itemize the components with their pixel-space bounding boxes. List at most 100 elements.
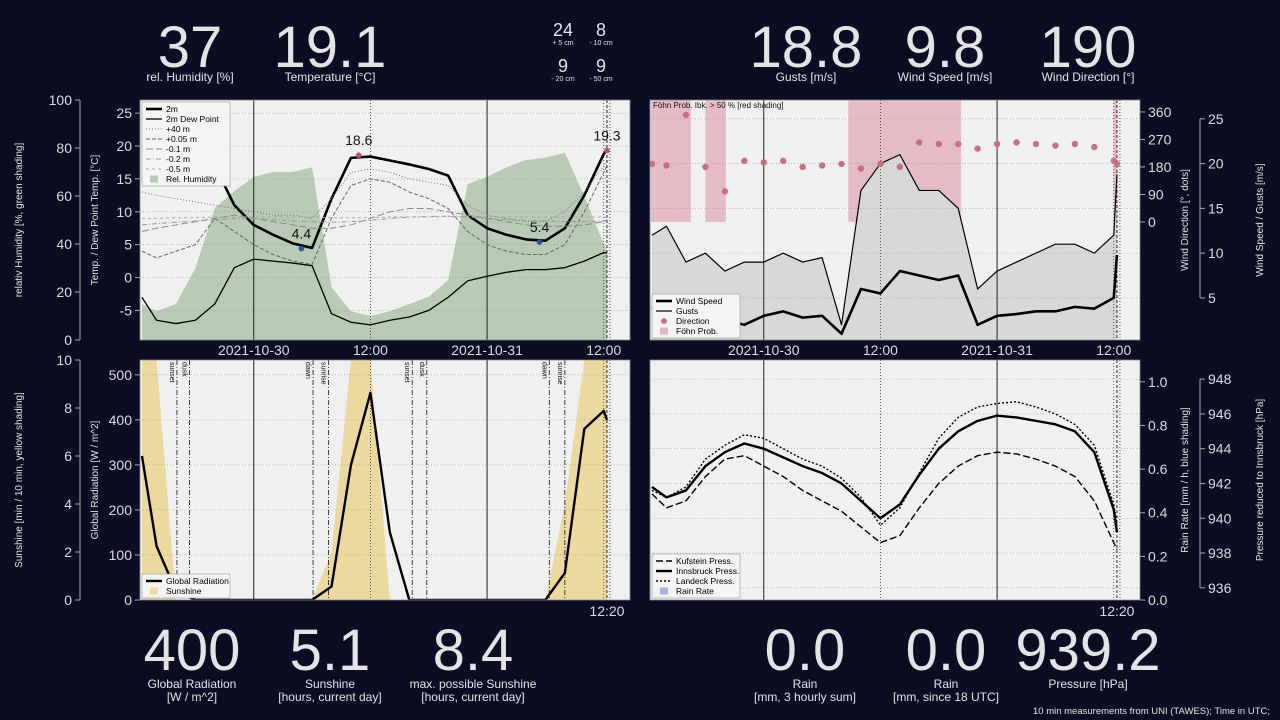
y-tick-label: 270	[1148, 131, 1172, 147]
direction-dot	[1091, 143, 1098, 151]
soil-label: - 20 cm	[551, 76, 575, 83]
event-label: dawn	[540, 362, 547, 379]
y-tick-label: 60	[56, 188, 72, 204]
x-tick-label: 12:00	[586, 342, 621, 358]
legend-label: -0.5 m	[166, 164, 190, 174]
direction-dot	[896, 163, 904, 171]
area	[141, 152, 607, 340]
stat-label: Sunshine	[305, 677, 355, 691]
legend-swatch	[150, 175, 158, 183]
annotation-dot	[536, 239, 543, 245]
stat-value: 9.8	[905, 15, 986, 80]
axis-label: Wind Direction [°, dots]	[1180, 169, 1191, 271]
direction-dot	[799, 163, 806, 171]
legend-label: Wind Speed	[676, 296, 723, 306]
y-tick-label: 0.4	[1148, 505, 1168, 521]
area	[141, 360, 607, 600]
annotation-label: 5.4	[530, 219, 550, 235]
legend-label: Kufstein Press.	[676, 556, 733, 566]
direction-dot	[974, 145, 981, 152]
event-label: dusk	[181, 362, 188, 377]
y-tick-label: 936	[1208, 580, 1232, 596]
line	[651, 154, 1118, 326]
event-label: sunset	[403, 362, 410, 383]
y-tick-label: 0	[1148, 214, 1156, 230]
direction-dot	[779, 157, 787, 165]
direction-dot	[1013, 139, 1020, 146]
y-tick-label: 944	[1208, 441, 1232, 457]
now-label: 12:20	[589, 603, 624, 619]
line	[141, 207, 608, 232]
line	[141, 215, 608, 226]
stat-value: 190	[1040, 15, 1137, 80]
y-tick-label: 20	[116, 138, 132, 154]
legend-label: Innsbruck Press.	[676, 566, 739, 576]
direction-dot	[760, 159, 767, 166]
direction-dot	[877, 160, 884, 168]
stat-value: 19.1	[274, 15, 387, 80]
plot-frame	[139, 99, 631, 341]
legend-label: +0.05 m	[166, 134, 197, 144]
y-tick-label: 25	[116, 105, 132, 121]
x-tick-label: 12:00	[1096, 342, 1131, 358]
chart-panel: 18.6 4.4 5.4 19.3 -5 0 5 10 15 20 25 Temp. / Dew Po…	[14, 92, 631, 358]
stat-label: Wind Direction [°]	[1042, 70, 1135, 84]
annotation-label: 18.6	[345, 132, 372, 148]
y-tick-label: 300	[109, 457, 133, 473]
direction-dot	[741, 157, 748, 165]
soil-value: 9	[596, 56, 606, 76]
plot-frame	[649, 359, 1141, 601]
x-tick-label: 12:00	[863, 342, 898, 358]
line	[140, 391, 609, 600]
legend-label: Direction	[676, 316, 710, 326]
stat-label: Temperature [°C]	[285, 70, 376, 84]
y-tick-label: 25	[1208, 111, 1224, 127]
y-tick-label: 942	[1208, 475, 1232, 491]
y-tick-label: 946	[1208, 406, 1232, 422]
y-tick-label: 100	[49, 92, 73, 108]
axis-label: Wind Speed / Gusts [m/s]	[1255, 163, 1266, 277]
legend-label: Global Radiation	[166, 576, 229, 586]
y-tick-label: 40	[56, 236, 72, 252]
legend-label: -0.2 m	[166, 154, 190, 164]
legend-label: +40 m	[166, 124, 190, 134]
x-tick-label: 12:00	[353, 342, 388, 358]
legend-label: -0.1 m	[166, 144, 190, 154]
y-tick-label: 360	[1148, 104, 1172, 120]
soil-value: 8	[596, 20, 606, 40]
axis-label: relativ Humidity [%, green shading]	[14, 143, 25, 298]
legend-label: Landeck Press.	[676, 576, 735, 586]
stat-label: Rain	[793, 677, 818, 691]
stat-value: 18.8	[750, 15, 863, 80]
y-tick-label: 6	[64, 448, 72, 464]
plot-area	[650, 360, 1140, 600]
y-tick-label: 500	[109, 367, 133, 383]
y-tick-label: 0.2	[1148, 548, 1168, 564]
direction-dot	[935, 140, 942, 148]
y-tick-label: 10	[116, 204, 132, 220]
y-tick-label: 100	[109, 547, 133, 563]
y-tick-label: -5	[120, 302, 133, 318]
soil-label: + 5 cm	[552, 40, 573, 47]
legend-label: Sunshine	[166, 586, 202, 596]
y-tick-label: 5	[1208, 290, 1216, 306]
x-tick-label: 2021-10-31	[451, 342, 523, 358]
direction-dot	[721, 188, 729, 195]
line	[141, 165, 608, 265]
annotation-dot	[298, 245, 305, 252]
stat-value: 5.1	[290, 618, 371, 683]
y-tick-label: 20	[56, 284, 72, 300]
direction-dot	[818, 162, 826, 169]
event-label: dusk	[418, 362, 425, 377]
soil-value: 24	[553, 20, 573, 40]
legend-label: 2m	[166, 104, 178, 114]
legend-label: 2m Dew Point	[166, 114, 220, 124]
footer: 10 min measurements from UNI (TAWES); Ti…	[1033, 706, 1270, 717]
x-tick-label: 2021-10-31	[961, 342, 1033, 358]
direction-dot	[682, 111, 690, 119]
stat-value: 8.4	[433, 618, 514, 683]
axis-label: Global Radiation [W / m^2]	[90, 420, 101, 539]
soil-label: - 50 cm	[589, 76, 613, 83]
soil-label: - 10 cm	[589, 40, 613, 47]
